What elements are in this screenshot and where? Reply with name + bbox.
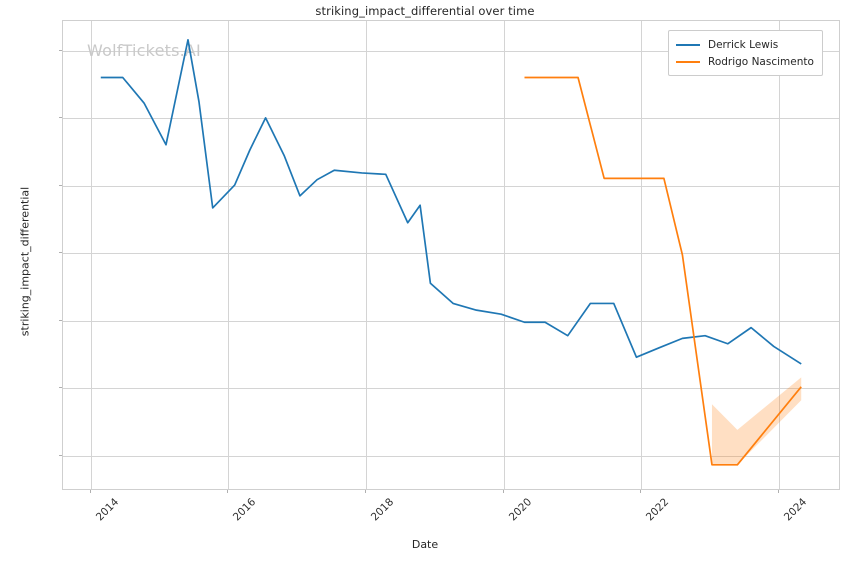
x-tick-label: 2018	[368, 496, 397, 524]
x-tick-mark	[227, 490, 229, 493]
line-derrick-lewis	[100, 38, 802, 365]
gridline-y	[63, 50, 839, 52]
legend-label: Derrick Lewis	[708, 38, 779, 51]
y-tick-mark	[59, 319, 62, 321]
legend-item[interactable]: Rodrigo Nascimento	[676, 53, 814, 70]
x-tick-mark	[640, 490, 642, 493]
legend-label: Rodrigo Nascimento	[708, 55, 814, 68]
y-tick-mark	[59, 387, 62, 389]
watermark-label: WolfTickets.AI	[87, 41, 201, 60]
x-axis-label: Date	[411, 538, 439, 551]
x-tick-mark	[778, 490, 780, 493]
gridline-x	[90, 21, 92, 489]
gridline-x	[228, 21, 230, 489]
legend-swatch-icon	[676, 60, 700, 63]
gridline-y	[63, 320, 839, 322]
gridline-x	[779, 21, 781, 489]
confidence-band-rodrigo-nascimento	[711, 377, 802, 465]
x-tick-label: 2014	[93, 496, 121, 524]
x-tick-mark	[364, 490, 366, 493]
chart-title: striking_impact_differential over time	[315, 4, 535, 18]
legend-swatch-icon	[676, 43, 700, 46]
x-tick-label: 2022	[644, 496, 672, 524]
series-plot	[100, 38, 802, 466]
gridline-x	[641, 21, 643, 489]
line-rodrigo-nascimento	[524, 76, 802, 466]
x-tick-label: 2020	[506, 496, 534, 524]
x-tick-label: 2016	[231, 496, 259, 524]
gridline-y	[63, 118, 839, 120]
y-tick-mark	[59, 454, 62, 456]
gridline-x	[365, 21, 367, 489]
plot-area: WolfTickets.AI	[62, 20, 840, 490]
x-tick-label: 2024	[781, 496, 810, 524]
y-tick-mark	[59, 117, 62, 119]
y-tick-mark	[59, 49, 62, 51]
gridline-y	[63, 388, 839, 390]
legend-item[interactable]: Derrick Lewis	[676, 36, 814, 53]
gridline-y	[63, 455, 839, 457]
y-axis-label: striking_impact_differential	[18, 186, 32, 337]
x-tick-mark	[502, 490, 504, 493]
x-tick-mark	[89, 490, 91, 493]
gridline-y	[63, 253, 839, 255]
gridline-x	[503, 21, 505, 489]
y-tick-mark	[59, 184, 62, 186]
y-tick-mark	[59, 252, 62, 254]
gridline-y	[63, 185, 839, 187]
legend[interactable]: Derrick Lewis Rodrigo Nascimento	[668, 30, 823, 76]
